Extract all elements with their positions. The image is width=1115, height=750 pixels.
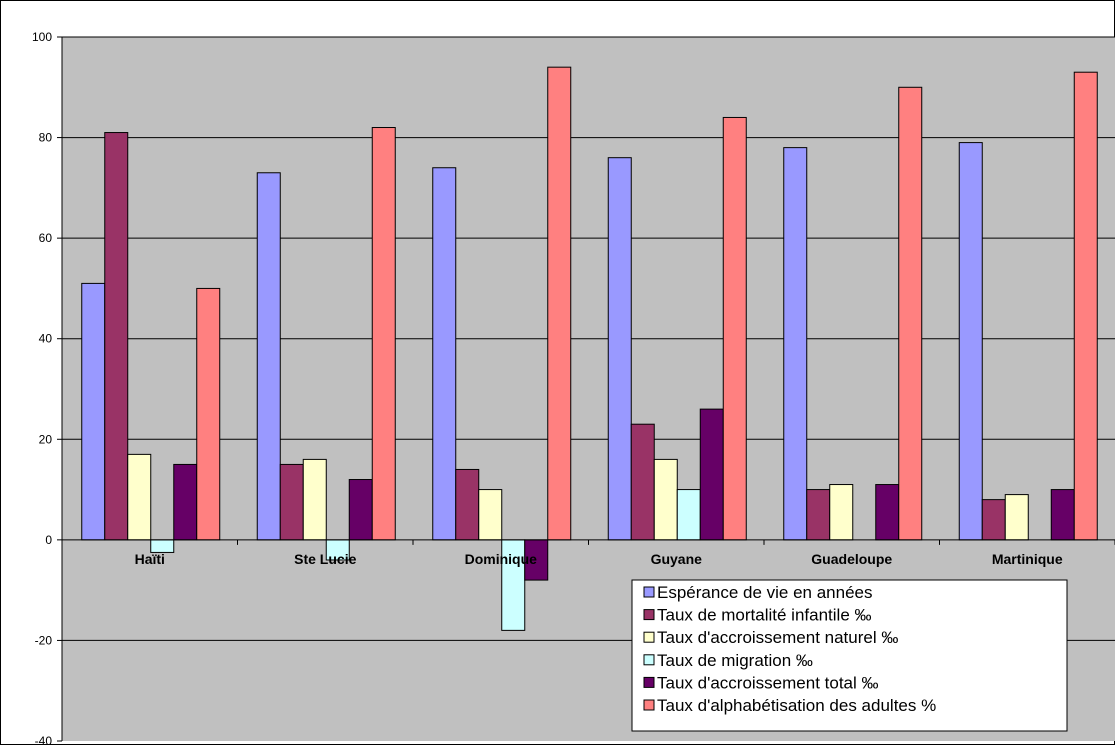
bar <box>783 147 808 541</box>
bar <box>1073 71 1098 541</box>
bar <box>302 458 327 541</box>
bar <box>958 142 983 541</box>
bar <box>371 127 396 541</box>
bar <box>1004 494 1029 541</box>
bar <box>898 86 923 541</box>
y-tick-label: -20 <box>35 633 53 647</box>
legend-swatch <box>643 676 655 688</box>
legend-swatch <box>643 699 655 711</box>
legend-label: Taux d'alphabétisation des adultes % <box>657 696 936 715</box>
legend-label: Taux de migration ‰ <box>657 651 813 670</box>
bar <box>1050 489 1075 541</box>
bar <box>432 167 457 541</box>
bar <box>547 66 572 541</box>
bar <box>127 453 152 541</box>
legend-label: Espérance de vie en années <box>657 583 873 602</box>
legend-swatch <box>643 609 655 621</box>
bar <box>829 484 854 541</box>
bar <box>699 408 724 541</box>
bar <box>478 489 503 541</box>
legend-swatch <box>643 586 655 598</box>
category-label: Dominique <box>465 551 538 567</box>
y-tick-label: 80 <box>39 131 53 145</box>
bar <box>81 282 106 541</box>
bar <box>455 468 480 541</box>
y-tick-label: -40 <box>35 734 53 745</box>
y-tick-label: 0 <box>45 533 52 547</box>
grid-lines <box>62 36 1115 641</box>
bar <box>875 484 900 541</box>
category-label: Haïti <box>135 551 165 567</box>
bar <box>630 423 655 541</box>
legend-swatch <box>643 631 655 643</box>
y-tick-label: 20 <box>39 432 53 446</box>
y-axis: -40 -20 0 20 40 60 80 100 <box>32 30 63 748</box>
legend-box <box>631 579 1068 732</box>
bar <box>607 157 632 541</box>
category-label: Guadeloupe <box>811 551 892 567</box>
y-tick-label: 40 <box>39 332 53 346</box>
bar <box>196 287 221 541</box>
category-label: Ste Lucie <box>294 551 356 567</box>
legend: Espérance de vie en années Taux de mortal… <box>631 579 1068 732</box>
y-tick-label: 100 <box>32 30 52 44</box>
y-tick-label: 60 <box>39 231 53 245</box>
bars <box>81 66 1098 631</box>
bar <box>676 489 701 541</box>
category-label: Guyane <box>651 551 703 567</box>
bar <box>981 499 1006 541</box>
bar <box>722 116 747 541</box>
bar <box>279 463 304 541</box>
category-label: Martinique <box>992 551 1063 567</box>
bar <box>348 479 373 541</box>
bar <box>806 489 831 541</box>
legend-label: Taux d'accroissement total ‰ <box>657 673 879 692</box>
legend-swatch <box>643 654 655 666</box>
bar <box>256 172 281 541</box>
legend-label: Taux de mortalité infantile ‰ <box>657 606 872 625</box>
bar <box>173 463 198 541</box>
bar <box>653 458 678 541</box>
legend-label: Taux d'accroissement naturel ‰ <box>657 628 898 647</box>
x-axis: Haïti Ste Lucie Dominique Guyane Guadeloupe M… <box>61 539 1115 567</box>
bar <box>104 132 129 541</box>
